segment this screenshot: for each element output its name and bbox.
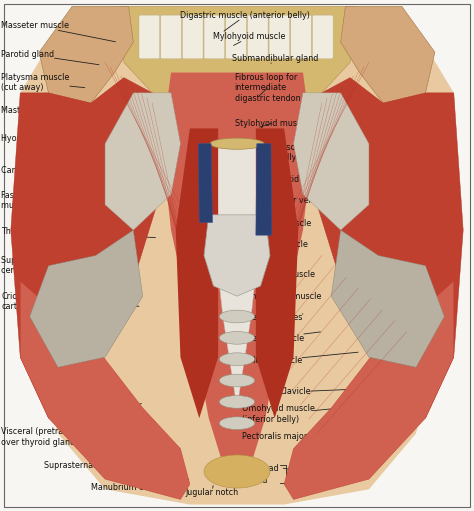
Polygon shape: [284, 281, 454, 499]
Text: Sternohyoid muscle: Sternohyoid muscle: [235, 270, 315, 279]
Polygon shape: [213, 144, 261, 408]
Ellipse shape: [210, 138, 264, 149]
Ellipse shape: [219, 332, 255, 344]
Ellipse shape: [219, 353, 255, 365]
Text: Stylohyoid muscle: Stylohyoid muscle: [235, 119, 309, 128]
Polygon shape: [341, 7, 435, 113]
Polygon shape: [204, 215, 270, 296]
Text: Pectoralis major muscle: Pectoralis major muscle: [242, 432, 372, 442]
Text: Sternal head: Sternal head: [216, 476, 267, 484]
Text: Omohyoid muscle
(superior belly): Omohyoid muscle (superior belly): [235, 240, 308, 259]
Text: Thyrohyoid muscle: Thyrohyoid muscle: [235, 219, 311, 228]
Text: Digastric muscle
(posterior belly): Digastric muscle (posterior belly): [235, 143, 302, 162]
Text: Clavicular head: Clavicular head: [216, 464, 278, 474]
Text: Sternothyroid muscle: Sternothyroid muscle: [235, 292, 321, 300]
Polygon shape: [176, 128, 218, 418]
Text: Cricoid
cartilage: Cricoid cartilage: [1, 292, 139, 311]
FancyBboxPatch shape: [269, 15, 290, 59]
Text: Superficial (investing)
cervical fascia and cut edge: Superficial (investing) cervical fascia …: [1, 256, 115, 275]
Text: Masseter muscle: Masseter muscle: [1, 21, 116, 42]
Polygon shape: [119, 7, 355, 113]
Polygon shape: [308, 78, 463, 418]
FancyBboxPatch shape: [139, 15, 160, 59]
FancyBboxPatch shape: [247, 15, 268, 59]
Text: Internal jugular vein: Internal jugular vein: [235, 196, 316, 205]
Text: Clavicle: Clavicle: [279, 387, 391, 396]
Polygon shape: [39, 7, 133, 113]
FancyBboxPatch shape: [312, 15, 333, 59]
Text: Platysma muscle
(cut away): Platysma muscle (cut away): [1, 73, 85, 92]
FancyBboxPatch shape: [204, 15, 225, 59]
Text: Mylohyoid muscle: Mylohyoid muscle: [213, 33, 286, 45]
Polygon shape: [331, 230, 444, 367]
Polygon shape: [293, 93, 369, 230]
Text: Submandibular gland: Submandibular gland: [232, 54, 319, 63]
Polygon shape: [105, 93, 181, 230]
Polygon shape: [11, 78, 166, 418]
Ellipse shape: [204, 455, 270, 488]
Text: Scalene muscles: Scalene muscles: [235, 313, 303, 322]
Polygon shape: [16, 7, 458, 504]
Polygon shape: [256, 144, 272, 235]
Ellipse shape: [219, 417, 255, 430]
Text: Trapezius muscle: Trapezius muscle: [235, 332, 320, 343]
Text: Thyroid cartilage: Thyroid cartilage: [1, 226, 155, 238]
FancyBboxPatch shape: [161, 15, 182, 59]
Text: Digastric muscle (anterior belly): Digastric muscle (anterior belly): [181, 11, 310, 31]
Ellipse shape: [219, 374, 255, 387]
FancyBboxPatch shape: [291, 15, 311, 59]
Polygon shape: [20, 281, 190, 499]
Polygon shape: [198, 144, 212, 222]
Text: Visceral (pretracheal) fascia
over thyroid gland and trachea: Visceral (pretracheal) fascia over thyro…: [1, 404, 141, 447]
Text: Carotid sheath: Carotid sheath: [1, 166, 144, 177]
Text: Fibrous loop for
intermediate
digastric tendon: Fibrous loop for intermediate digastric …: [235, 73, 300, 103]
Text: Fascia of infrahyoid
muscles and cut edge: Fascia of infrahyoid muscles and cut edg…: [1, 191, 151, 211]
Polygon shape: [256, 128, 298, 418]
FancyBboxPatch shape: [226, 15, 246, 59]
Text: Sternocleidomastoid
muscle: Sternocleidomastoid muscle: [283, 467, 374, 486]
Text: Manubrium of sternum: Manubrium of sternum: [91, 479, 189, 492]
Polygon shape: [30, 230, 143, 367]
Polygon shape: [162, 73, 312, 479]
Text: Deltoid muscle: Deltoid muscle: [242, 352, 358, 365]
Text: Suprasternal space (of Burns): Suprasternal space (of Burns): [44, 454, 172, 471]
Ellipse shape: [219, 310, 255, 323]
Text: Hyoid bone: Hyoid bone: [1, 134, 139, 146]
Text: Omohyoid muscle
(inferior belly): Omohyoid muscle (inferior belly): [242, 404, 339, 424]
Text: External carotid artery: External carotid artery: [235, 175, 326, 184]
Text: Parotid gland: Parotid gland: [1, 50, 99, 65]
Ellipse shape: [219, 396, 255, 408]
FancyBboxPatch shape: [182, 15, 203, 59]
Text: Jugular notch: Jugular notch: [185, 485, 238, 497]
Text: Mastoid process: Mastoid process: [1, 106, 92, 115]
